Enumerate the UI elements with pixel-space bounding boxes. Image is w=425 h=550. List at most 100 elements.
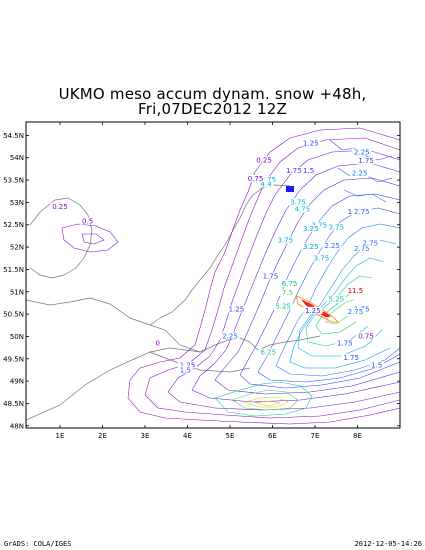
contour-label-bg: [309, 221, 329, 229]
contour-label-bg: [260, 272, 280, 280]
contour-label: 1.5: [180, 366, 191, 374]
contour-label: 11.5: [348, 287, 364, 295]
contour-label-bg: [322, 242, 342, 250]
contour-label-bg: [303, 306, 323, 314]
lat-label: 50.5N: [3, 311, 24, 319]
lon-label: 6E: [268, 432, 277, 440]
contour-label-bg: [301, 242, 321, 250]
map-title-line2: Fri,07DEC2012 12Z: [138, 100, 287, 118]
footer-timestamp: 2012-12-05-14:26: [354, 540, 422, 548]
map-frame: [25, 121, 401, 429]
contour-label-bg: [356, 157, 376, 165]
contour-label-bg: [369, 361, 385, 369]
contour-label: 5.25: [328, 296, 344, 304]
contour-label-bg: [326, 223, 346, 231]
lat-label: 51.5N: [3, 266, 24, 274]
lat-label: 51N: [10, 288, 24, 296]
lat-label: 49.5N: [3, 355, 24, 363]
contour-label: 1.75: [343, 354, 359, 362]
contour-label-bg: [352, 244, 372, 252]
contour-label: 0.5: [82, 218, 93, 226]
contour-label-bg: [326, 295, 346, 303]
contour-label: 1.25: [229, 306, 245, 314]
contour-label: 2.25: [324, 242, 340, 250]
map-plot-area: 0.251.252.251.752.251.51.753.754.40.753.…: [26, 127, 400, 425]
contour-label-bg: [301, 225, 321, 233]
contour-label-bg: [80, 217, 96, 225]
contour-label: 3.75: [328, 223, 344, 231]
lon-label: 8E: [353, 432, 362, 440]
contour-label-bg: [345, 308, 365, 316]
footer-credit: GrADS: COLA/IGES: [4, 540, 72, 548]
contour-label: 1.75: [263, 272, 279, 280]
contour-label: 3.75: [290, 198, 306, 206]
contour-label: 7.5: [282, 289, 293, 297]
contour-label-bg: [177, 366, 193, 374]
lat-label: 48.5N: [3, 400, 24, 408]
contour-label-bg: [154, 339, 161, 347]
contour-label: 3.25: [303, 243, 319, 251]
contour-label: 1.5: [371, 361, 382, 369]
lat-label: 49N: [10, 378, 24, 386]
contour-label-bg: [292, 205, 312, 213]
contour-label: 0.75: [358, 332, 374, 340]
contour-label: 3.75: [277, 236, 293, 244]
contour-label-bg: [350, 169, 370, 177]
contour-label-bg: [220, 332, 240, 340]
contour-label: 2.25: [354, 148, 370, 156]
axis-ticks: 48N 48.5N 49N 49.5N 50N 50.5N 51N 51.5N 52N 52.5N…: [3, 122, 400, 440]
contour-label-bg: [345, 286, 365, 294]
contour-label: 1.75: [337, 339, 353, 347]
contour-label-bg: [258, 180, 274, 188]
lat-label: 52N: [10, 244, 24, 252]
contour-label: 1.25: [305, 307, 321, 315]
contour-label: 4.75: [294, 205, 310, 213]
lat-label: 50N: [10, 333, 24, 341]
contour-label-bg: [335, 339, 355, 347]
contour-label-bg: [301, 167, 317, 175]
contour-label-bg: [258, 175, 278, 183]
contour-label: 3.25: [303, 225, 319, 233]
contour-label: 5.25: [275, 302, 291, 310]
contour-label-bg: [284, 167, 304, 175]
contour-label: 0.25: [52, 203, 68, 211]
contour-label-bg: [245, 175, 266, 183]
contour-label: 2.75: [354, 208, 370, 216]
lon-label: 1E: [56, 432, 65, 440]
contour-label: 1.25: [180, 361, 196, 369]
lat-label: 54.5N: [3, 132, 24, 140]
contour-label-bg: [301, 139, 321, 147]
contour-label: 0.25: [256, 156, 272, 164]
contour-label-bg: [258, 348, 278, 356]
lat-label: 54N: [10, 154, 24, 162]
coastline-layer: [26, 184, 321, 421]
lat-label: 53N: [10, 199, 24, 207]
contour-label-bg: [352, 148, 372, 156]
contour-label: 1.5: [303, 167, 314, 175]
lon-label: 4E: [183, 432, 192, 440]
contour-label: 2.25: [352, 170, 368, 178]
contour-label-bg: [273, 302, 293, 310]
contour-label-bg: [356, 332, 376, 340]
contour-labels: 0.251.252.251.752.251.51.753.754.40.753.…: [50, 139, 385, 374]
contour-label: 6.75: [282, 280, 298, 288]
lat-label: 53.5N: [3, 177, 24, 185]
contour-label: 1.75: [358, 157, 374, 165]
contour-label: 2.75: [348, 308, 364, 316]
contour-label: 2.25: [222, 332, 238, 340]
lon-label: 3E: [141, 432, 150, 440]
contour-label-bg: [177, 361, 198, 369]
contour-layer: [61, 127, 400, 425]
contour-label-bg: [341, 353, 361, 361]
contour-label: 3.75: [260, 176, 276, 184]
map-title-line1: UKMO meso accum dynam. snow +48h,: [58, 85, 367, 103]
lat-label: 48N: [10, 422, 24, 430]
contour-label-bg: [279, 280, 300, 288]
contour-label: 3.75: [314, 255, 330, 263]
contour-label: 1.25: [303, 139, 319, 147]
contour-label-bg: [288, 198, 308, 206]
coastal-marker: [286, 186, 294, 192]
contour-label: 0: [156, 339, 160, 347]
lon-label: 5E: [226, 432, 235, 440]
